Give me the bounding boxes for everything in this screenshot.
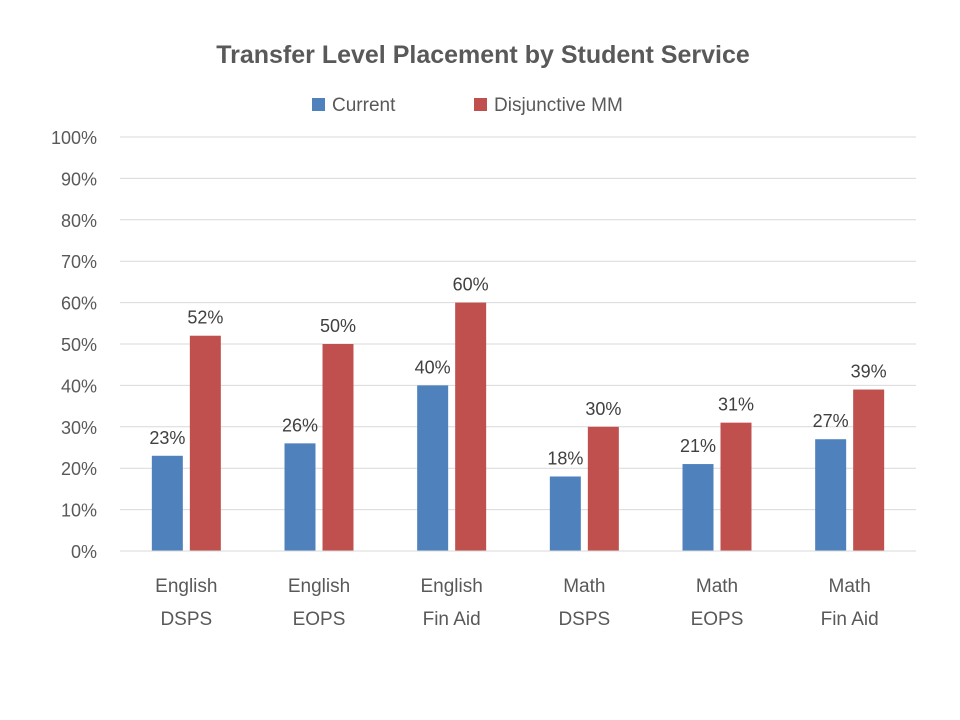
data-label: 39% [851, 362, 887, 382]
bar-current [682, 464, 714, 551]
bar-current [549, 476, 581, 551]
data-label: 60% [453, 275, 489, 295]
category-label: English EOPS [288, 576, 350, 630]
y-tick-label: 70% [61, 252, 97, 272]
data-label: 40% [415, 357, 451, 377]
y-tick-label: 80% [61, 211, 97, 231]
legend: Current Disjunctive MM [312, 95, 623, 116]
data-label: 18% [547, 448, 583, 468]
y-tick-label: 90% [61, 169, 97, 189]
bar-current [284, 443, 316, 551]
category-label: Math Fin Aid [821, 576, 879, 630]
legend-swatch [474, 98, 487, 111]
y-tick-label: 30% [61, 418, 97, 438]
legend-label: Current [332, 95, 396, 116]
legend-swatch [312, 98, 325, 111]
category-label: English DSPS [155, 576, 217, 630]
y-tick-label: 100% [51, 128, 97, 148]
y-tick-label: 20% [61, 459, 97, 479]
bar-current [815, 439, 847, 551]
data-label: 27% [813, 411, 849, 431]
data-label: 52% [187, 308, 223, 328]
y-tick-label: 50% [61, 335, 97, 355]
chart-title: Transfer Level Placement by Student Serv… [216, 41, 750, 69]
bar-disjunctive-mm [853, 389, 885, 551]
bar-disjunctive-mm [720, 422, 752, 551]
y-tick-label: 40% [61, 376, 97, 396]
data-label: 31% [718, 395, 754, 415]
y-tick-label: 60% [61, 294, 97, 314]
x-axis: English DSPS English EOPS English Fin Aid Math… [120, 550, 916, 630]
bars: 23% 26% 40% 18% 21% 27% 52% 50% 60% 30% 31% 39% [149, 275, 887, 551]
data-label: 23% [149, 428, 185, 448]
y-axis: 0% 10% 20% 30% 40% 50% 60% 70% 80% 90% 100% [51, 128, 97, 562]
data-label: 21% [680, 436, 716, 456]
data-label: 30% [585, 399, 621, 419]
bar-disjunctive-mm [189, 335, 221, 551]
y-tick-label: 10% [61, 501, 97, 521]
data-label: 26% [282, 415, 318, 435]
category-label: Math EOPS [691, 576, 744, 630]
category-label: Math DSPS [558, 576, 610, 630]
bar-disjunctive-mm [455, 302, 487, 551]
bar-current [151, 455, 183, 551]
category-label: English Fin Aid [421, 576, 483, 630]
bar-disjunctive-mm [587, 426, 619, 551]
legend-label: Disjunctive MM [494, 95, 623, 116]
data-label: 50% [320, 316, 356, 336]
gridlines [120, 136, 916, 552]
y-tick-label: 0% [71, 542, 97, 562]
bar-current [417, 385, 449, 551]
bar-disjunctive-mm [322, 344, 354, 551]
